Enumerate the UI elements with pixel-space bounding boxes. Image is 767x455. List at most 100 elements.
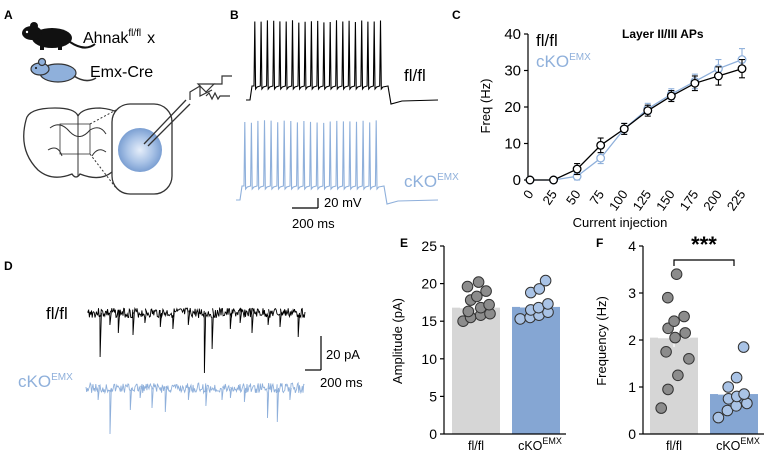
data-point-ctrl: [471, 290, 483, 303]
ap-trace-ctrl: [246, 20, 439, 105]
legend-c-ctrl: fl/fl: [536, 31, 558, 50]
series-line-ctrl: [530, 68, 743, 181]
data-point-ctrl: [678, 310, 690, 323]
data-point-ctrl: [713, 71, 723, 81]
y-tick-label: 5: [429, 388, 437, 404]
x-category-label: cKOEMX: [716, 436, 760, 453]
data-point-ctrl: [660, 346, 672, 358]
data-point-cko: [721, 404, 734, 417]
bar-cko: [512, 306, 560, 434]
significance-stars: ***: [691, 232, 717, 257]
data-point-ctrl: [480, 285, 492, 297]
legend-c-cko: cKOEMX: [536, 52, 591, 71]
trace-d-label-cko: cKOEMX: [18, 372, 73, 391]
chart-f-ylabel: Frequency (Hz): [594, 296, 609, 386]
y-tick-label: 25: [421, 238, 437, 254]
epsc-trace-ctrl: [87, 306, 306, 374]
scale-b-time: 200 ms: [292, 216, 335, 231]
y-tick-label-c: 10: [504, 136, 521, 153]
y-tick-label: 10: [421, 351, 437, 367]
x-tick-label-c: 175: [677, 187, 702, 213]
bar-ctrl: [452, 307, 500, 434]
ap-trace-cko: [236, 120, 439, 205]
panel-label-f: F: [596, 236, 603, 250]
mouse-blue-icon: [30, 57, 97, 83]
y-tick-label: 3: [628, 285, 636, 301]
scale-d-time: 200 ms: [320, 375, 363, 390]
scalebar-d: [305, 336, 322, 371]
x-tick-label-c: 75: [587, 187, 608, 207]
trace-d-label-ctrl: fl/fl: [46, 304, 68, 323]
x-tick-label-c: 125: [629, 187, 654, 213]
data-point-cko: [596, 153, 606, 163]
series-line-cko: [530, 58, 743, 181]
data-point-cko: [712, 411, 725, 424]
y-tick-label-c: 20: [504, 99, 521, 116]
y-tick-label: 4: [628, 238, 636, 254]
data-point-ctrl: [619, 124, 629, 134]
chart-c-xlabel: Current injection: [573, 215, 668, 230]
gene-label: Ahnakfl/fl x: [83, 28, 155, 47]
chart-e-ylabel: Amplitude (pA): [390, 298, 405, 384]
data-point-ctrl: [461, 280, 474, 293]
data-point-ctrl: [666, 91, 676, 101]
data-point-ctrl: [655, 402, 668, 414]
y-tick-label-c: 0: [513, 172, 521, 189]
y-tick-label-c: 30: [504, 63, 521, 80]
x-tick-label-c: 200: [700, 187, 725, 213]
scalebar-b: [292, 198, 319, 209]
trace-b-label-ctrl: fl/fl: [404, 66, 426, 85]
scale-b-voltage: 20 mV: [324, 195, 362, 210]
y-tick-label: 2: [628, 332, 636, 348]
patch-pipette-icon: [143, 75, 232, 147]
panel-label-a: A: [4, 8, 13, 22]
data-point-cko: [539, 274, 552, 287]
x-category-label: fl/fl: [666, 439, 682, 453]
significance-bracket: [673, 259, 735, 266]
y-tick-label: 0: [628, 426, 636, 442]
data-point-ctrl: [679, 327, 692, 339]
data-point-ctrl: [572, 164, 582, 174]
data-point-ctrl: [668, 315, 680, 328]
panel-label-b: B: [230, 8, 239, 22]
data-point-ctrl: [737, 64, 747, 74]
bar-chart-amplitude: fl/fl cKOEMX 0 5 10 15 20 25: [421, 238, 566, 453]
data-point-cko: [542, 298, 554, 310]
data-point-ctrl: [643, 106, 653, 116]
data-point-ctrl: [525, 175, 535, 185]
epsc-trace-cko: [85, 381, 305, 435]
data-point-ctrl: [596, 140, 606, 150]
data-point-cko: [514, 313, 527, 325]
x-tick-label-c: 100: [606, 187, 631, 213]
y-tick-label-c: 40: [504, 26, 521, 43]
y-tick-label: 15: [421, 313, 437, 329]
y-tick-label: 20: [421, 276, 437, 292]
x-tick-label-c: 50: [563, 187, 584, 207]
neuron-icon: [118, 128, 162, 172]
data-point-ctrl: [549, 175, 559, 185]
trace-b-label-cko: cKOEMX: [404, 172, 459, 191]
data-point-ctrl: [672, 369, 684, 382]
data-point-cko: [722, 381, 735, 393]
x-tick-label-c: 225: [724, 187, 749, 213]
panel-label-e: E: [400, 236, 408, 250]
x-category-label: fl/fl: [468, 439, 484, 453]
chart-c-ylabel: Freq (Hz): [478, 79, 493, 134]
data-point-ctrl: [690, 78, 700, 88]
y-tick-label: 1: [628, 379, 636, 395]
scale-d-current: 20 pA: [326, 347, 360, 362]
data-point-ctrl: [669, 331, 681, 344]
x-tick-label-c: 0: [520, 187, 536, 202]
bar-chart-frequency: fl/fl cKOEMX 0 1 2 3 4 ***: [628, 232, 764, 453]
chart-c-title: Layer II/III APs: [622, 27, 704, 41]
data-point-cko: [533, 283, 546, 295]
y-tick-label: 0: [429, 426, 437, 442]
x-tick-label-c: 150: [653, 187, 678, 213]
data-point-ctrl: [670, 268, 683, 281]
bar-ctrl: [650, 337, 698, 434]
x-tick-label-c: 25: [539, 187, 560, 207]
data-point-ctrl: [683, 353, 695, 365]
data-point-ctrl: [483, 298, 495, 311]
data-point-cko: [738, 388, 750, 400]
